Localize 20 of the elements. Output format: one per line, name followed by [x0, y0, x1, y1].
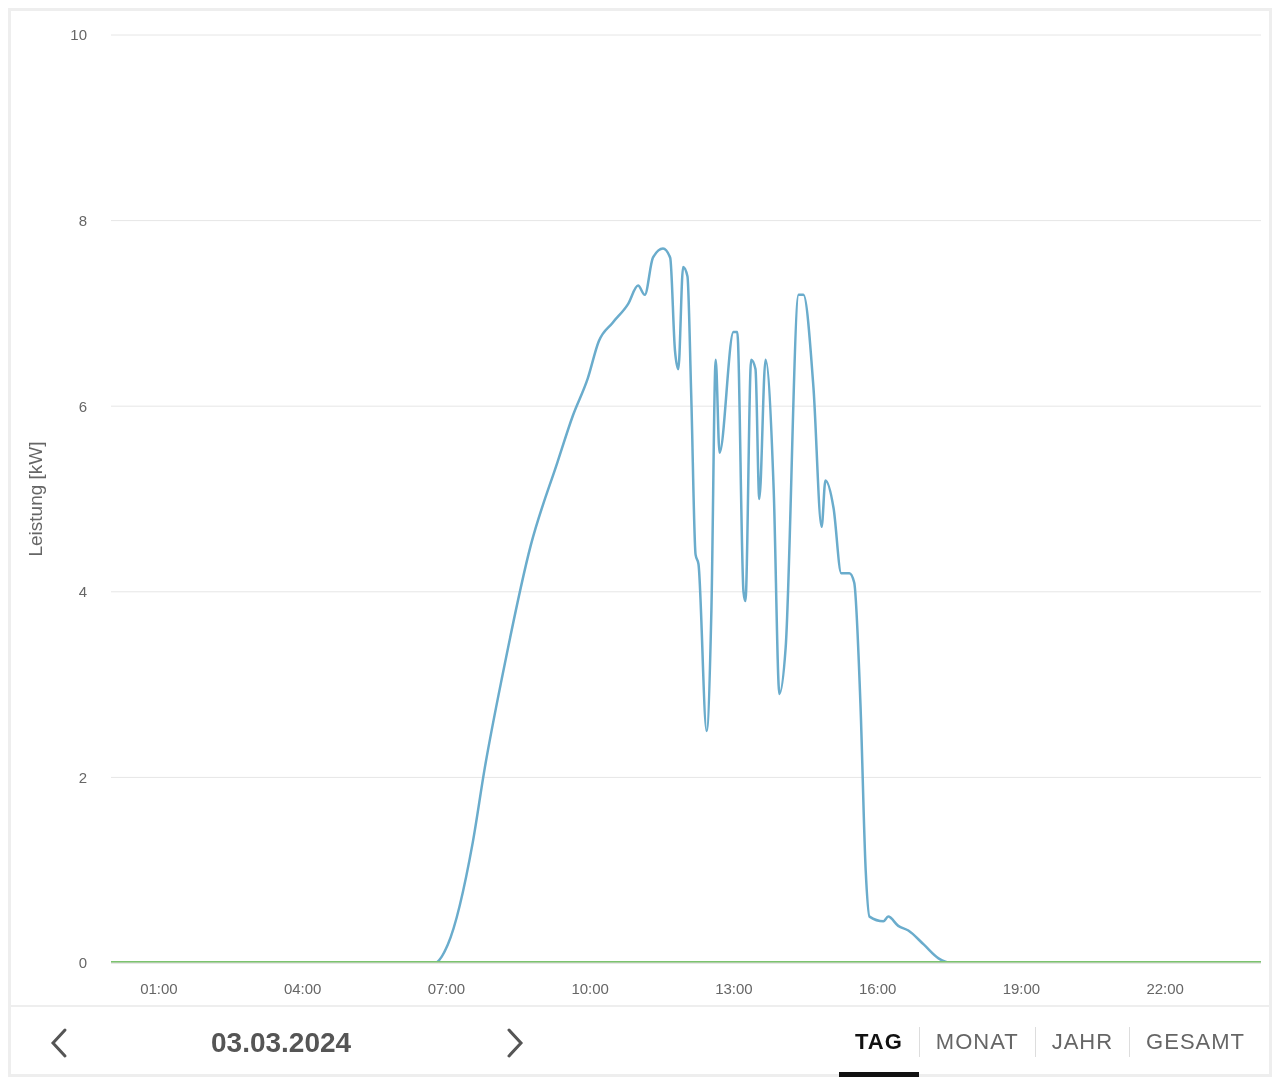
x-tick-label: 19:00 [1002, 979, 1041, 997]
y-tick-label: 4 [78, 583, 87, 601]
y-tick-label: 6 [78, 397, 87, 415]
x-tick-label: 04:00 [283, 979, 322, 997]
x-tick-label: 10:00 [571, 979, 609, 997]
x-tick-label: 13:00 [715, 979, 753, 997]
text: MONAT [918, 1027, 1035, 1057]
y-tick-label: 0 [78, 954, 87, 972]
x-tick-label: 22:00 [1146, 979, 1184, 997]
x-tick-label: 16:00 [858, 979, 897, 997]
x-tick-label: 01:00 [140, 979, 178, 997]
y-tick-label: 2 [78, 768, 87, 786]
text: JAHR [1034, 1027, 1130, 1057]
y-tick-label: 8 [78, 211, 87, 229]
text: TAG [854, 1028, 904, 1056]
x-tick-label: 07:00 [427, 979, 466, 997]
y-tick-label: 10 [70, 26, 87, 44]
text: 03.03.2024 [211, 1027, 352, 1059]
y-axis-title: Leistung [kW] [24, 441, 46, 557]
text: GESAMT [1129, 1027, 1261, 1057]
